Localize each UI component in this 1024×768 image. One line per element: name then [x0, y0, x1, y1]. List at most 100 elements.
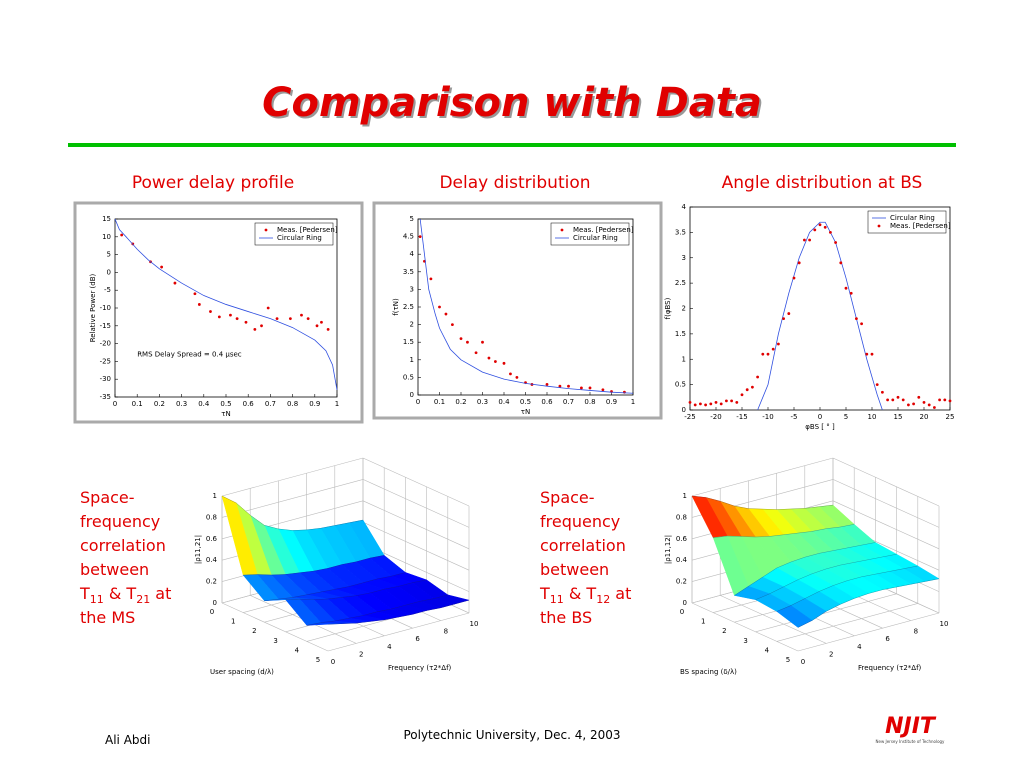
- data-point: [699, 402, 702, 406]
- legend-label: Circular Ring: [573, 234, 618, 242]
- x-tick-label: 0.5: [220, 400, 231, 408]
- plot-area: [114, 218, 338, 398]
- data-point: [834, 241, 837, 244]
- data-point: [326, 327, 330, 331]
- x-tick-label: 2: [252, 627, 256, 635]
- footer-author: Ali Abdi: [105, 733, 150, 747]
- legend-label: Meas. [Pedersen]: [573, 226, 634, 234]
- data-point: [771, 347, 775, 351]
- data-point: [777, 342, 780, 346]
- grid-line: [755, 593, 897, 633]
- y-tick-label: 8: [914, 628, 918, 636]
- grid-line: [832, 457, 940, 507]
- footer-venue: Polytechnic University, Dec. 4, 2003: [403, 728, 620, 742]
- x-tick-label: 3: [743, 637, 747, 645]
- data-point: [745, 388, 749, 392]
- data-point: [896, 395, 900, 399]
- legend-label: Meas. [Pedersen]: [890, 222, 951, 230]
- x-tick-label: 0.1: [434, 398, 445, 406]
- y-tick-label: 6: [885, 635, 890, 643]
- data-point: [429, 277, 433, 281]
- x-axis-label: φBS [ ° ]: [805, 423, 835, 431]
- x-tick-label: 0.4: [498, 398, 510, 406]
- data-point: [907, 403, 910, 407]
- x-axis-label: τN: [521, 408, 530, 416]
- surface-row: [243, 555, 385, 576]
- z-tick-label: 0: [213, 599, 217, 607]
- data-point: [459, 337, 463, 341]
- y-tick-label: 4: [387, 643, 392, 651]
- surface-row: [306, 594, 448, 626]
- side-caption: between: [540, 560, 609, 579]
- y-tick-label: 4: [857, 643, 862, 651]
- data-point: [487, 356, 491, 360]
- data-point: [787, 312, 791, 315]
- x-axis-label: User spacing (d/λ): [210, 668, 274, 676]
- data-point: [813, 228, 817, 232]
- data-point: [943, 398, 947, 402]
- y-tick-label: 4: [682, 203, 687, 211]
- data-point: [870, 352, 874, 356]
- data-point: [735, 400, 739, 404]
- data-point: [740, 393, 744, 397]
- surface-row: [264, 572, 406, 601]
- y-tick-label: 10: [940, 620, 949, 628]
- grid-line: [362, 521, 470, 571]
- data-point: [719, 402, 723, 406]
- data-point: [761, 352, 765, 356]
- y-tick-label: 3.5: [403, 268, 414, 276]
- data-point: [792, 276, 796, 280]
- y-tick-label: 2.5: [675, 279, 686, 287]
- x-tick-label: 1: [335, 400, 339, 408]
- data-point: [320, 320, 323, 324]
- y-tick-label: 5: [107, 251, 111, 259]
- z-tick-label: 0.2: [206, 578, 217, 586]
- data-point: [823, 225, 827, 229]
- data-point: [860, 322, 863, 326]
- y-tick-label: -35: [100, 393, 111, 401]
- y-tick-label: 3: [682, 254, 686, 262]
- data-point: [927, 403, 931, 407]
- grid-line: [797, 612, 940, 652]
- y-tick-label: 5: [410, 215, 414, 223]
- data-point: [730, 399, 733, 403]
- data-point: [306, 317, 310, 321]
- data-point: [451, 323, 454, 326]
- caption-part: at: [610, 584, 631, 603]
- legend-label: Meas. [Pedersen]: [277, 226, 338, 234]
- x-tick-label: 0.4: [198, 400, 210, 408]
- caption-part: & T: [104, 584, 137, 603]
- z-tick-label: 0: [683, 599, 687, 607]
- grid-line: [691, 602, 799, 652]
- data-point: [217, 315, 221, 319]
- data-point: [558, 384, 562, 388]
- data-point: [756, 375, 759, 379]
- x-tick-label: 0.7: [265, 400, 276, 408]
- y-axis-label: Relative Power (dB): [89, 273, 97, 342]
- x-tick-label: 0: [818, 413, 822, 421]
- data-point: [714, 400, 718, 404]
- plot-area: [417, 218, 634, 396]
- data-point: [120, 233, 124, 237]
- surface-row: [691, 495, 834, 510]
- surface-row: [797, 578, 940, 628]
- y-tick-label: 0.5: [403, 373, 414, 381]
- z-tick-label: 1: [683, 492, 687, 500]
- side-caption: frequency: [540, 512, 620, 531]
- z-tick-label: 0.6: [676, 535, 688, 543]
- data-point: [275, 317, 279, 321]
- data-point: [197, 303, 201, 306]
- data-point: [244, 320, 248, 324]
- grid-line: [221, 457, 364, 497]
- y-tick-label: -15: [100, 322, 111, 330]
- data-point: [865, 352, 869, 356]
- data-point: [881, 390, 884, 394]
- x-axis-label: τN: [221, 410, 230, 418]
- series-line: [114, 218, 338, 390]
- side-caption: frequency: [80, 512, 160, 531]
- x-tick-label: -10: [762, 413, 773, 421]
- x-tick-label: 3: [273, 637, 277, 645]
- side-caption: Space-: [540, 488, 595, 507]
- y-tick-label: 0: [107, 268, 111, 276]
- x-tick-label: 0.6: [541, 398, 553, 406]
